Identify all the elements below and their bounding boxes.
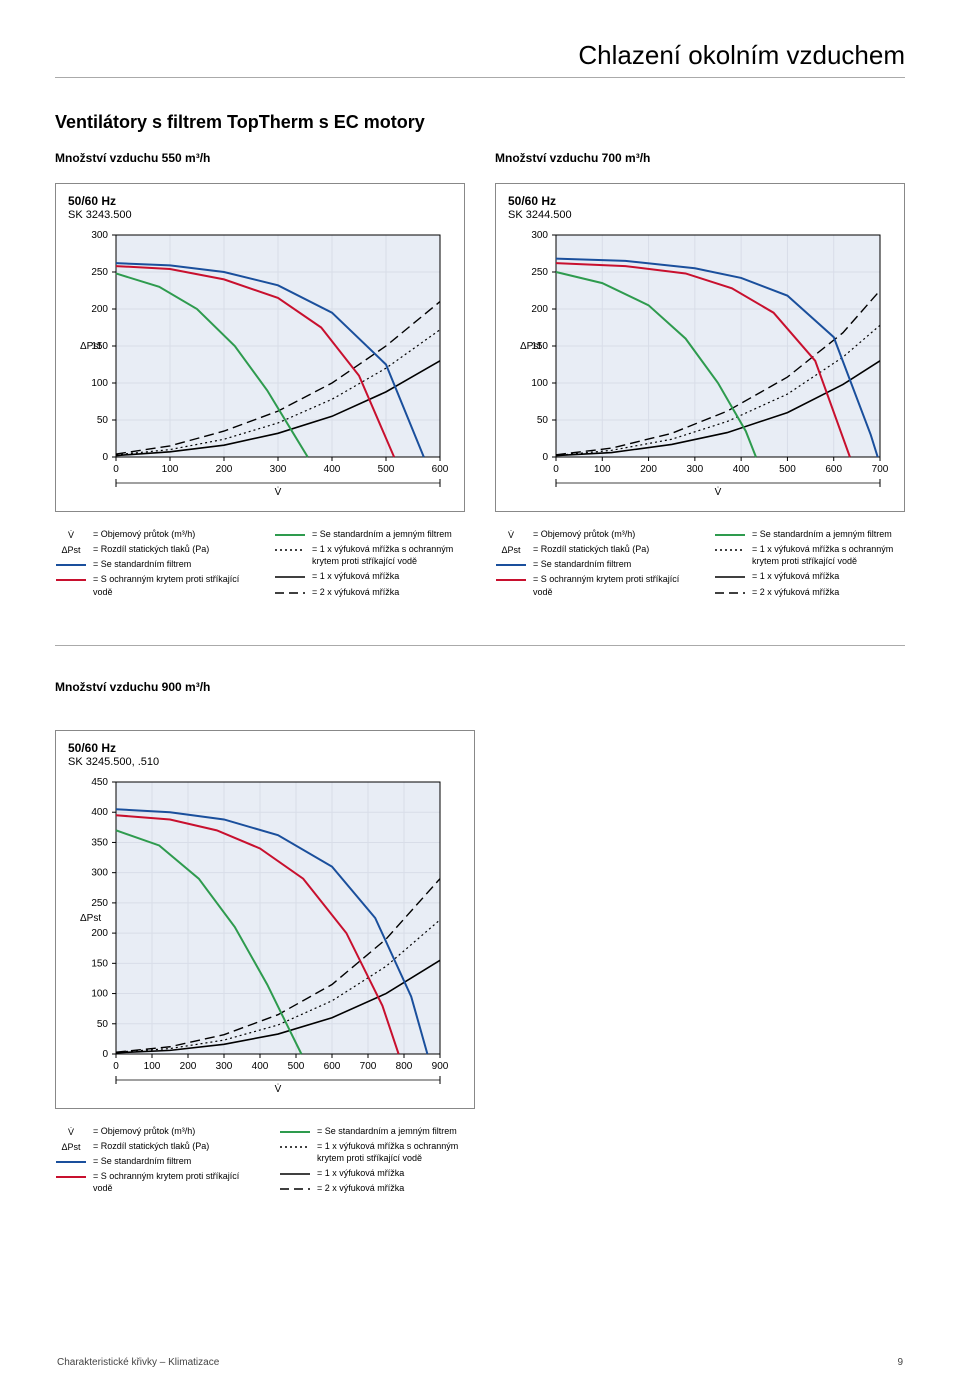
- svg-text:900: 900: [432, 1061, 448, 1072]
- svg-text:V̇: V̇: [275, 485, 282, 497]
- svg-text:V̇: V̇: [715, 485, 722, 497]
- legend-1: V̇= Objemový průtok (m³/h)ΔPst= Rozdíl s…: [55, 528, 465, 601]
- svg-text:500: 500: [779, 464, 796, 475]
- panel1-sku: SK 3243.500: [68, 209, 452, 221]
- svg-text:100: 100: [91, 988, 108, 999]
- svg-text:V̇: V̇: [275, 1082, 282, 1094]
- panel3-freq: 50/60 Hz: [68, 741, 462, 755]
- chart-3: 0 100 200 300 400 500 600 700 800 900 0 50 100 150 200…: [68, 774, 448, 1094]
- svg-text:200: 200: [180, 1061, 197, 1072]
- chart-2: 0100200300400500600700050100150200250300…: [508, 227, 888, 497]
- svg-text:400: 400: [733, 464, 750, 475]
- svg-text:300: 300: [531, 230, 548, 241]
- svg-text:150: 150: [91, 958, 108, 969]
- svg-text:600: 600: [825, 464, 842, 475]
- subtitle-bottom: Množství vzduchu 900 m³/h: [55, 680, 905, 694]
- svg-text:350: 350: [91, 837, 108, 848]
- panel2-freq: 50/60 Hz: [508, 194, 892, 208]
- svg-text:300: 300: [91, 867, 108, 878]
- panel3-sku: SK 3245.500, .510: [68, 756, 462, 768]
- svg-text:700: 700: [872, 464, 888, 475]
- chart-panel-2: 50/60 Hz SK 3244.500 0100200300400500600…: [495, 183, 905, 512]
- svg-text:250: 250: [91, 267, 108, 278]
- chart-panel-1: 50/60 Hz SK 3243.500 0100200300400500600…: [55, 183, 465, 512]
- svg-text:300: 300: [91, 230, 108, 241]
- svg-text:0: 0: [553, 464, 559, 475]
- section-title: Ventilátory s filtrem TopTherm s EC moto…: [55, 112, 905, 133]
- footer-left: Charakteristické křivky – Klimatizace: [57, 1357, 219, 1368]
- svg-text:300: 300: [687, 464, 704, 475]
- svg-text:400: 400: [324, 464, 341, 475]
- svg-text:500: 500: [378, 464, 395, 475]
- svg-text:300: 300: [270, 464, 287, 475]
- svg-text:600: 600: [432, 464, 448, 475]
- svg-text:50: 50: [537, 415, 549, 426]
- svg-text:100: 100: [91, 378, 108, 389]
- svg-text:0: 0: [113, 1061, 119, 1072]
- chart-panel-3: 50/60 Hz SK 3245.500, .510 0 100 200 300 400…: [55, 730, 475, 1109]
- svg-text:0: 0: [102, 452, 108, 463]
- separator: [55, 77, 905, 78]
- subtitle-right: Množství vzduchu 700 m³/h: [495, 151, 905, 165]
- svg-text:200: 200: [640, 464, 657, 475]
- svg-text:0: 0: [113, 464, 119, 475]
- separator-2: [55, 645, 905, 646]
- svg-text:450: 450: [91, 777, 108, 788]
- svg-text:50: 50: [97, 1018, 109, 1029]
- legend-2: V̇= Objemový průtok (m³/h)ΔPst= Rozdíl s…: [495, 528, 905, 601]
- svg-text:500: 500: [288, 1061, 305, 1072]
- subtitle-left: Množství vzduchu 550 m³/h: [55, 151, 465, 165]
- svg-text:100: 100: [531, 378, 548, 389]
- panel1-freq: 50/60 Hz: [68, 194, 452, 208]
- svg-text:400: 400: [252, 1061, 269, 1072]
- page-title: Chlazení okolním vzduchem: [55, 40, 905, 71]
- svg-text:800: 800: [396, 1061, 413, 1072]
- footer-right: 9: [897, 1357, 903, 1368]
- svg-text:200: 200: [531, 304, 548, 315]
- chart-1: 0100200300400500600050100150200250300ΔPs…: [68, 227, 448, 497]
- legend-3: V̇= Objemový průtok (m³/h)ΔPst= Rozdíl s…: [55, 1125, 475, 1198]
- svg-text:0: 0: [542, 452, 548, 463]
- svg-text:400: 400: [91, 807, 108, 818]
- svg-text:200: 200: [91, 928, 108, 939]
- svg-text:50: 50: [97, 415, 109, 426]
- svg-text:100: 100: [594, 464, 611, 475]
- panel2-sku: SK 3244.500: [508, 209, 892, 221]
- svg-text:700: 700: [360, 1061, 377, 1072]
- svg-text:0: 0: [102, 1049, 108, 1060]
- svg-text:ΔPst: ΔPst: [80, 913, 101, 924]
- svg-text:100: 100: [162, 464, 179, 475]
- svg-text:100: 100: [144, 1061, 161, 1072]
- svg-text:600: 600: [324, 1061, 341, 1072]
- svg-text:200: 200: [91, 304, 108, 315]
- svg-text:250: 250: [531, 267, 548, 278]
- svg-text:ΔPst: ΔPst: [520, 341, 541, 352]
- svg-text:ΔPst: ΔPst: [80, 341, 101, 352]
- svg-text:250: 250: [91, 898, 108, 909]
- svg-text:200: 200: [216, 464, 233, 475]
- svg-text:300: 300: [216, 1061, 233, 1072]
